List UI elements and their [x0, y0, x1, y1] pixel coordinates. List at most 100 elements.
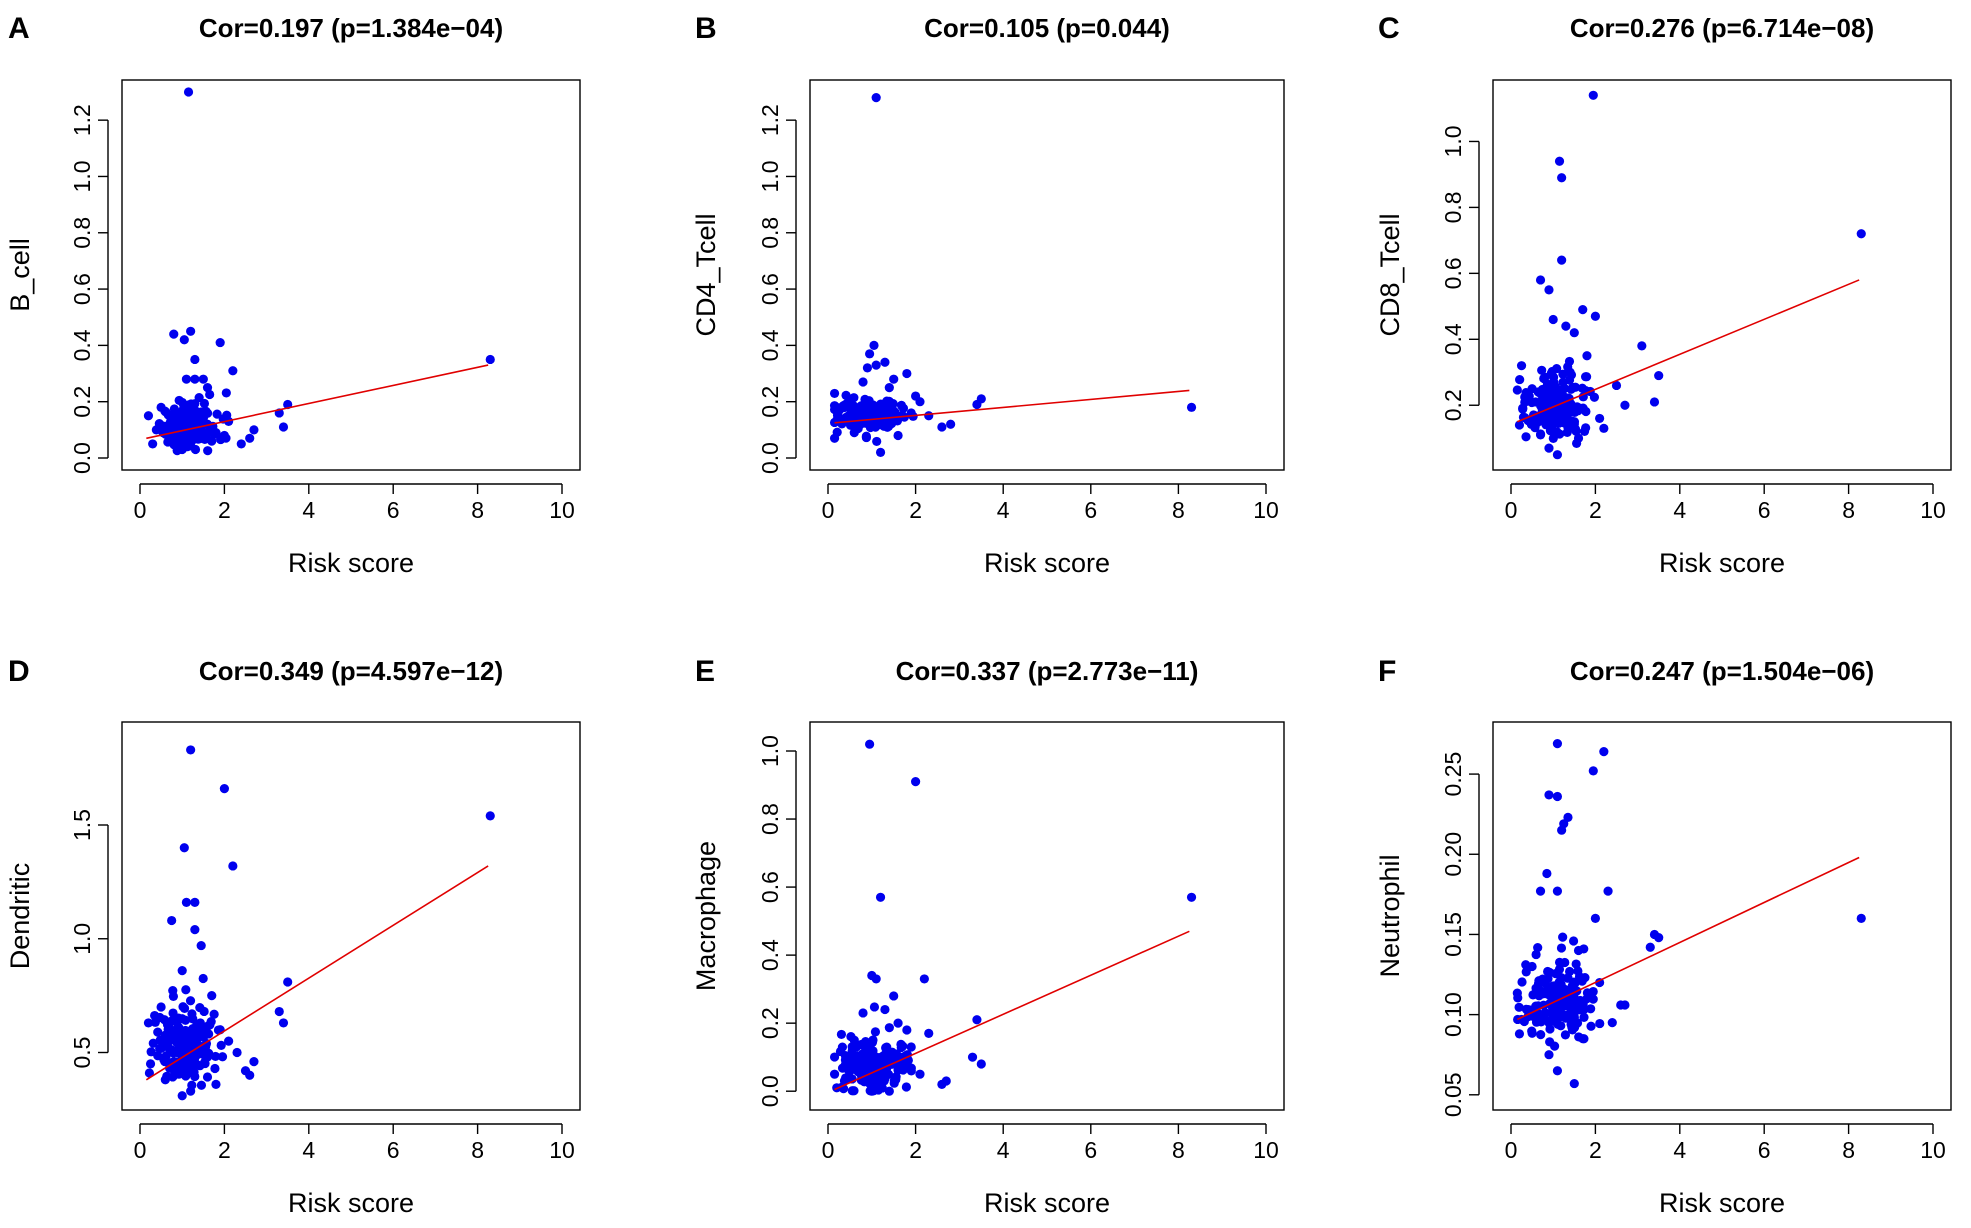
x-tick-label: 0	[822, 1137, 835, 1163]
data-point	[880, 1004, 890, 1015]
panel-letter: B	[695, 12, 717, 45]
data-point	[186, 1086, 196, 1096]
data-point	[181, 985, 191, 995]
data-point	[853, 407, 863, 418]
y-tick-label: 1.2	[69, 104, 95, 136]
data-point	[212, 409, 222, 419]
data-point	[1535, 430, 1546, 440]
data-point	[245, 1070, 255, 1080]
data-point	[924, 1028, 934, 1038]
y-tick-label: 0.0	[69, 442, 95, 474]
x-tick-label: 6	[1758, 497, 1771, 523]
data-point	[283, 977, 293, 987]
data-point	[1531, 1001, 1541, 1011]
data-point	[1540, 978, 1550, 988]
regression-line	[834, 930, 1190, 1091]
plot-title: Cor=0.337 (p=2.773e−11)	[896, 656, 1199, 686]
data-point	[168, 1064, 178, 1074]
data-point	[1536, 1017, 1546, 1027]
regression-line	[146, 364, 489, 440]
data-point	[1573, 945, 1584, 956]
data-point	[485, 354, 495, 365]
data-point	[1512, 385, 1522, 395]
data-point	[871, 93, 881, 103]
data-point	[902, 1025, 912, 1035]
x-tick-label: 10	[1253, 1137, 1279, 1163]
data-point	[174, 1023, 184, 1033]
data-point	[144, 1068, 155, 1078]
y-tick-label: 0.0	[757, 442, 783, 474]
data-point	[884, 1023, 894, 1033]
x-axis-label: Risk score	[288, 1188, 414, 1218]
data-point	[1514, 1029, 1525, 1039]
data-point	[841, 1073, 851, 1083]
data-point	[179, 843, 189, 853]
data-point	[1620, 1000, 1630, 1010]
data-point	[156, 402, 166, 412]
data-point	[155, 1043, 165, 1054]
plot-frame	[1492, 721, 1952, 1111]
data-point	[274, 1006, 284, 1017]
data-point	[915, 1069, 925, 1079]
data-point	[164, 1043, 174, 1054]
data-point	[1569, 1078, 1579, 1089]
data-point	[841, 390, 851, 400]
data-point	[169, 329, 179, 339]
data-point	[893, 430, 903, 441]
data-point	[894, 1062, 904, 1073]
data-point	[167, 1025, 177, 1036]
y-axis-label: Dendritic	[5, 863, 35, 970]
data-point	[1578, 1034, 1588, 1044]
y-tick-label: 1.0	[69, 923, 95, 955]
data-point	[1603, 886, 1613, 896]
data-point	[169, 415, 179, 426]
data-point	[884, 1086, 894, 1096]
data-point	[185, 996, 196, 1006]
plot-frame	[121, 79, 581, 471]
data-point	[1552, 886, 1563, 896]
data-point	[1575, 1005, 1585, 1015]
data-point	[228, 366, 238, 376]
data-point	[278, 1018, 289, 1028]
x-tick-label: 10	[1253, 497, 1279, 523]
data-point	[148, 1038, 158, 1048]
data-point	[207, 991, 217, 1001]
y-tick-label: 0.8	[757, 803, 783, 835]
data-point	[1571, 426, 1581, 436]
data-point	[1516, 361, 1527, 371]
data-point	[845, 1062, 855, 1073]
data-point	[860, 394, 870, 404]
data-point	[202, 1072, 213, 1082]
data-point	[249, 425, 259, 435]
data-point	[882, 1042, 892, 1052]
data-point	[1557, 173, 1567, 183]
data-point	[868, 1072, 879, 1082]
data-point	[207, 436, 217, 446]
data-point	[202, 1052, 213, 1062]
data-point	[889, 374, 899, 384]
data-point	[875, 447, 886, 457]
data-point	[211, 428, 221, 438]
y-tick-label: 0.8	[69, 217, 95, 249]
y-tick-label: 0.2	[69, 386, 95, 418]
data-point	[202, 419, 213, 429]
data-point	[160, 1075, 170, 1085]
y-tick-label: 0.05	[1440, 1072, 1466, 1117]
data-point	[211, 1079, 221, 1089]
data-point	[1518, 404, 1528, 414]
data-point	[1521, 432, 1531, 442]
plot-title: Cor=0.349 (p=4.597e−12)	[199, 656, 503, 686]
x-tick-label: 8	[471, 1137, 484, 1163]
data-point	[1562, 973, 1573, 983]
data-point	[902, 368, 912, 379]
data-point	[1595, 1018, 1605, 1029]
data-point	[896, 400, 907, 410]
data-point	[869, 1002, 880, 1012]
data-point	[194, 393, 204, 403]
data-point	[1588, 90, 1598, 100]
x-tick-label: 8	[471, 497, 484, 523]
y-axis-label: Neutrophil	[1375, 854, 1405, 977]
data-point	[1515, 374, 1525, 385]
x-tick-label: 0	[1505, 497, 1518, 523]
data-point	[865, 739, 875, 749]
